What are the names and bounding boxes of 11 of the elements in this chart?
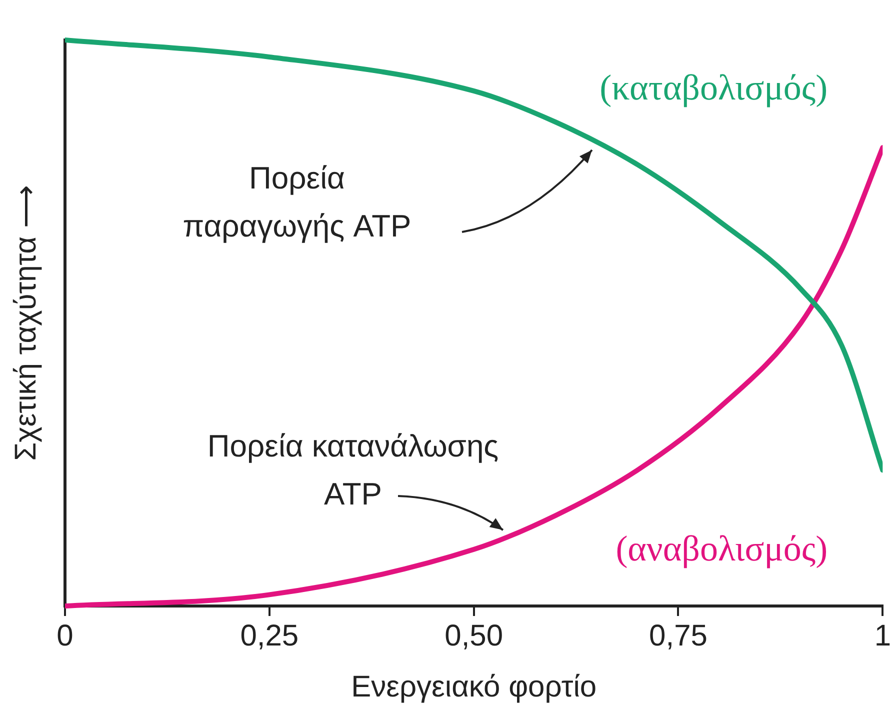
x-tick-label: 1	[874, 619, 891, 652]
annotation: Πορεία κατανάλωσης ATP	[207, 428, 499, 512]
annotation: Πορεία παραγωγής ATP	[182, 160, 412, 244]
x-tick-label: 0	[56, 619, 74, 652]
x-axis-title: Ενεργειακό φορτίο	[351, 670, 597, 704]
series-label: (καταβολισμός)	[600, 67, 828, 108]
x-tick-label: 0,25	[240, 619, 299, 652]
series-label: (αναβολισμός)	[616, 528, 828, 568]
y-axis-title: Σχετική ταχύτητα ⟶	[9, 185, 42, 461]
x-tick-label: 0,75	[649, 619, 708, 652]
x-tick-label: 0,50	[444, 619, 504, 652]
